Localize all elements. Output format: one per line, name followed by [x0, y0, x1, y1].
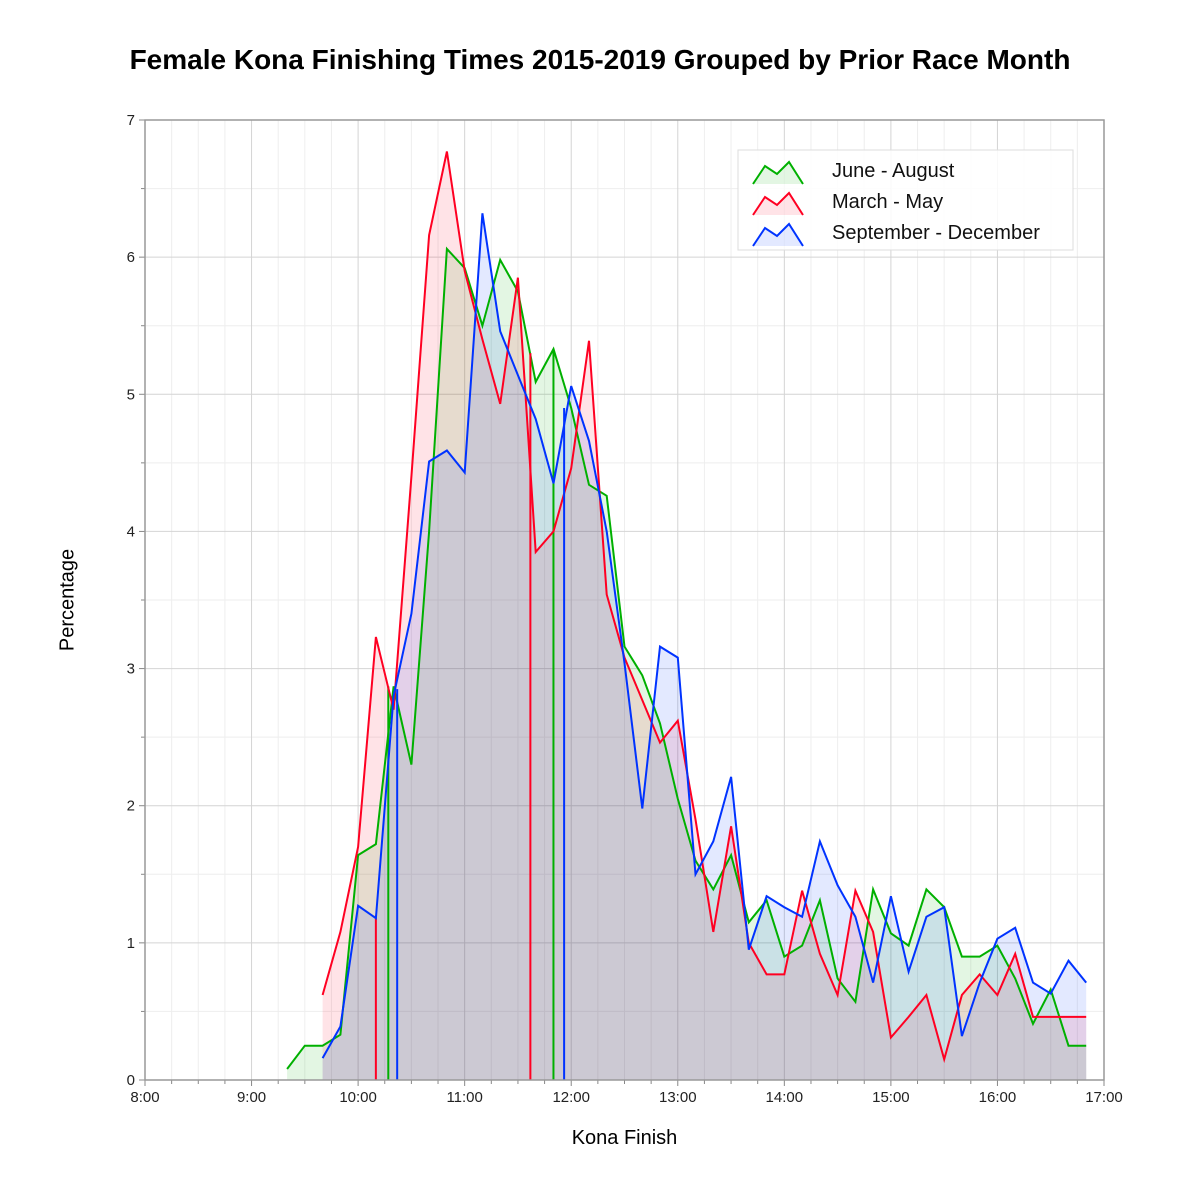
x-tick-label: 12:00: [552, 1089, 590, 1106]
legend-swatch-line: [752, 160, 804, 185]
x-tick-label: 17:00: [1085, 1089, 1123, 1106]
series-area-0: [287, 248, 1087, 1080]
legend-label: September - December: [832, 222, 1040, 244]
legend-label: June - August: [832, 160, 955, 182]
legend-swatch-line: [752, 191, 804, 216]
x-tick-label: 16:00: [979, 1089, 1017, 1106]
x-tick-label: 15:00: [872, 1089, 910, 1106]
series-line-1: [321, 151, 1087, 1064]
x-tick-label: 8:00: [130, 1089, 159, 1106]
x-tick-label: 10:00: [339, 1089, 377, 1106]
y-tick-label: 0: [127, 1072, 135, 1089]
y-tick-label: 3: [127, 661, 135, 678]
x-tick-label: 9:00: [237, 1089, 266, 1106]
x-tick-label: 11:00: [446, 1089, 482, 1106]
y-tick-label: 7: [127, 112, 135, 129]
series-line-2: [321, 213, 1087, 1059]
x-axis-label: Kona Finish: [571, 1127, 678, 1149]
y-tick-label: 1: [127, 935, 135, 952]
legend-label: March - May: [832, 191, 943, 213]
y-tick-label: 2: [127, 798, 135, 815]
y-tick-label: 6: [127, 249, 135, 266]
series-line-0: [286, 246, 1087, 1070]
y-tick-label: 4: [127, 523, 135, 540]
legend-swatch-line: [752, 222, 804, 247]
series-area-2: [322, 213, 1087, 1081]
plot-frame: [144, 119, 1105, 1081]
x-tick-label: 13:00: [659, 1089, 697, 1106]
x-tick-label: 14:00: [766, 1089, 804, 1106]
series-area-1: [322, 151, 1087, 1080]
y-tick-label: 5: [127, 386, 135, 403]
chart-title: Female Kona Finishing Times 2015-2019 Gr…: [129, 44, 1071, 75]
